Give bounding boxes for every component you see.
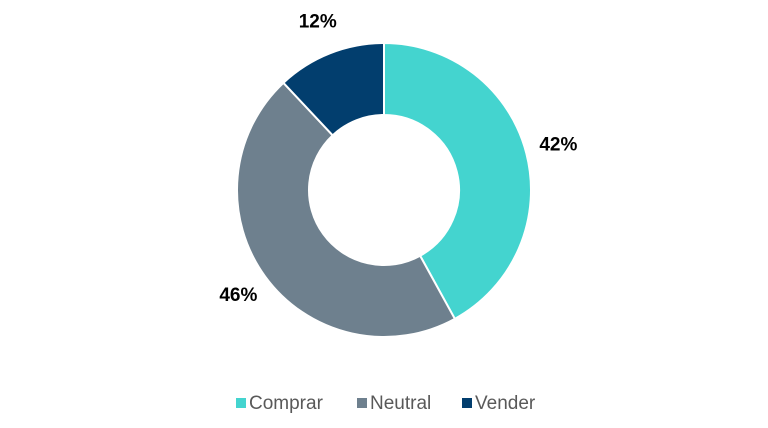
value-label: 42% [539,134,577,155]
legend-marker [462,398,472,408]
legend-label: Vender [475,393,536,414]
legend-marker [357,398,367,408]
value-label: 46% [219,285,257,306]
slice [383,41,532,321]
legend-label: Neutral [370,393,431,414]
legend-label: Comprar [249,393,324,414]
value-label: 12% [299,12,337,33]
legend-marker [236,398,246,408]
slice [236,81,457,338]
slice [281,41,385,137]
